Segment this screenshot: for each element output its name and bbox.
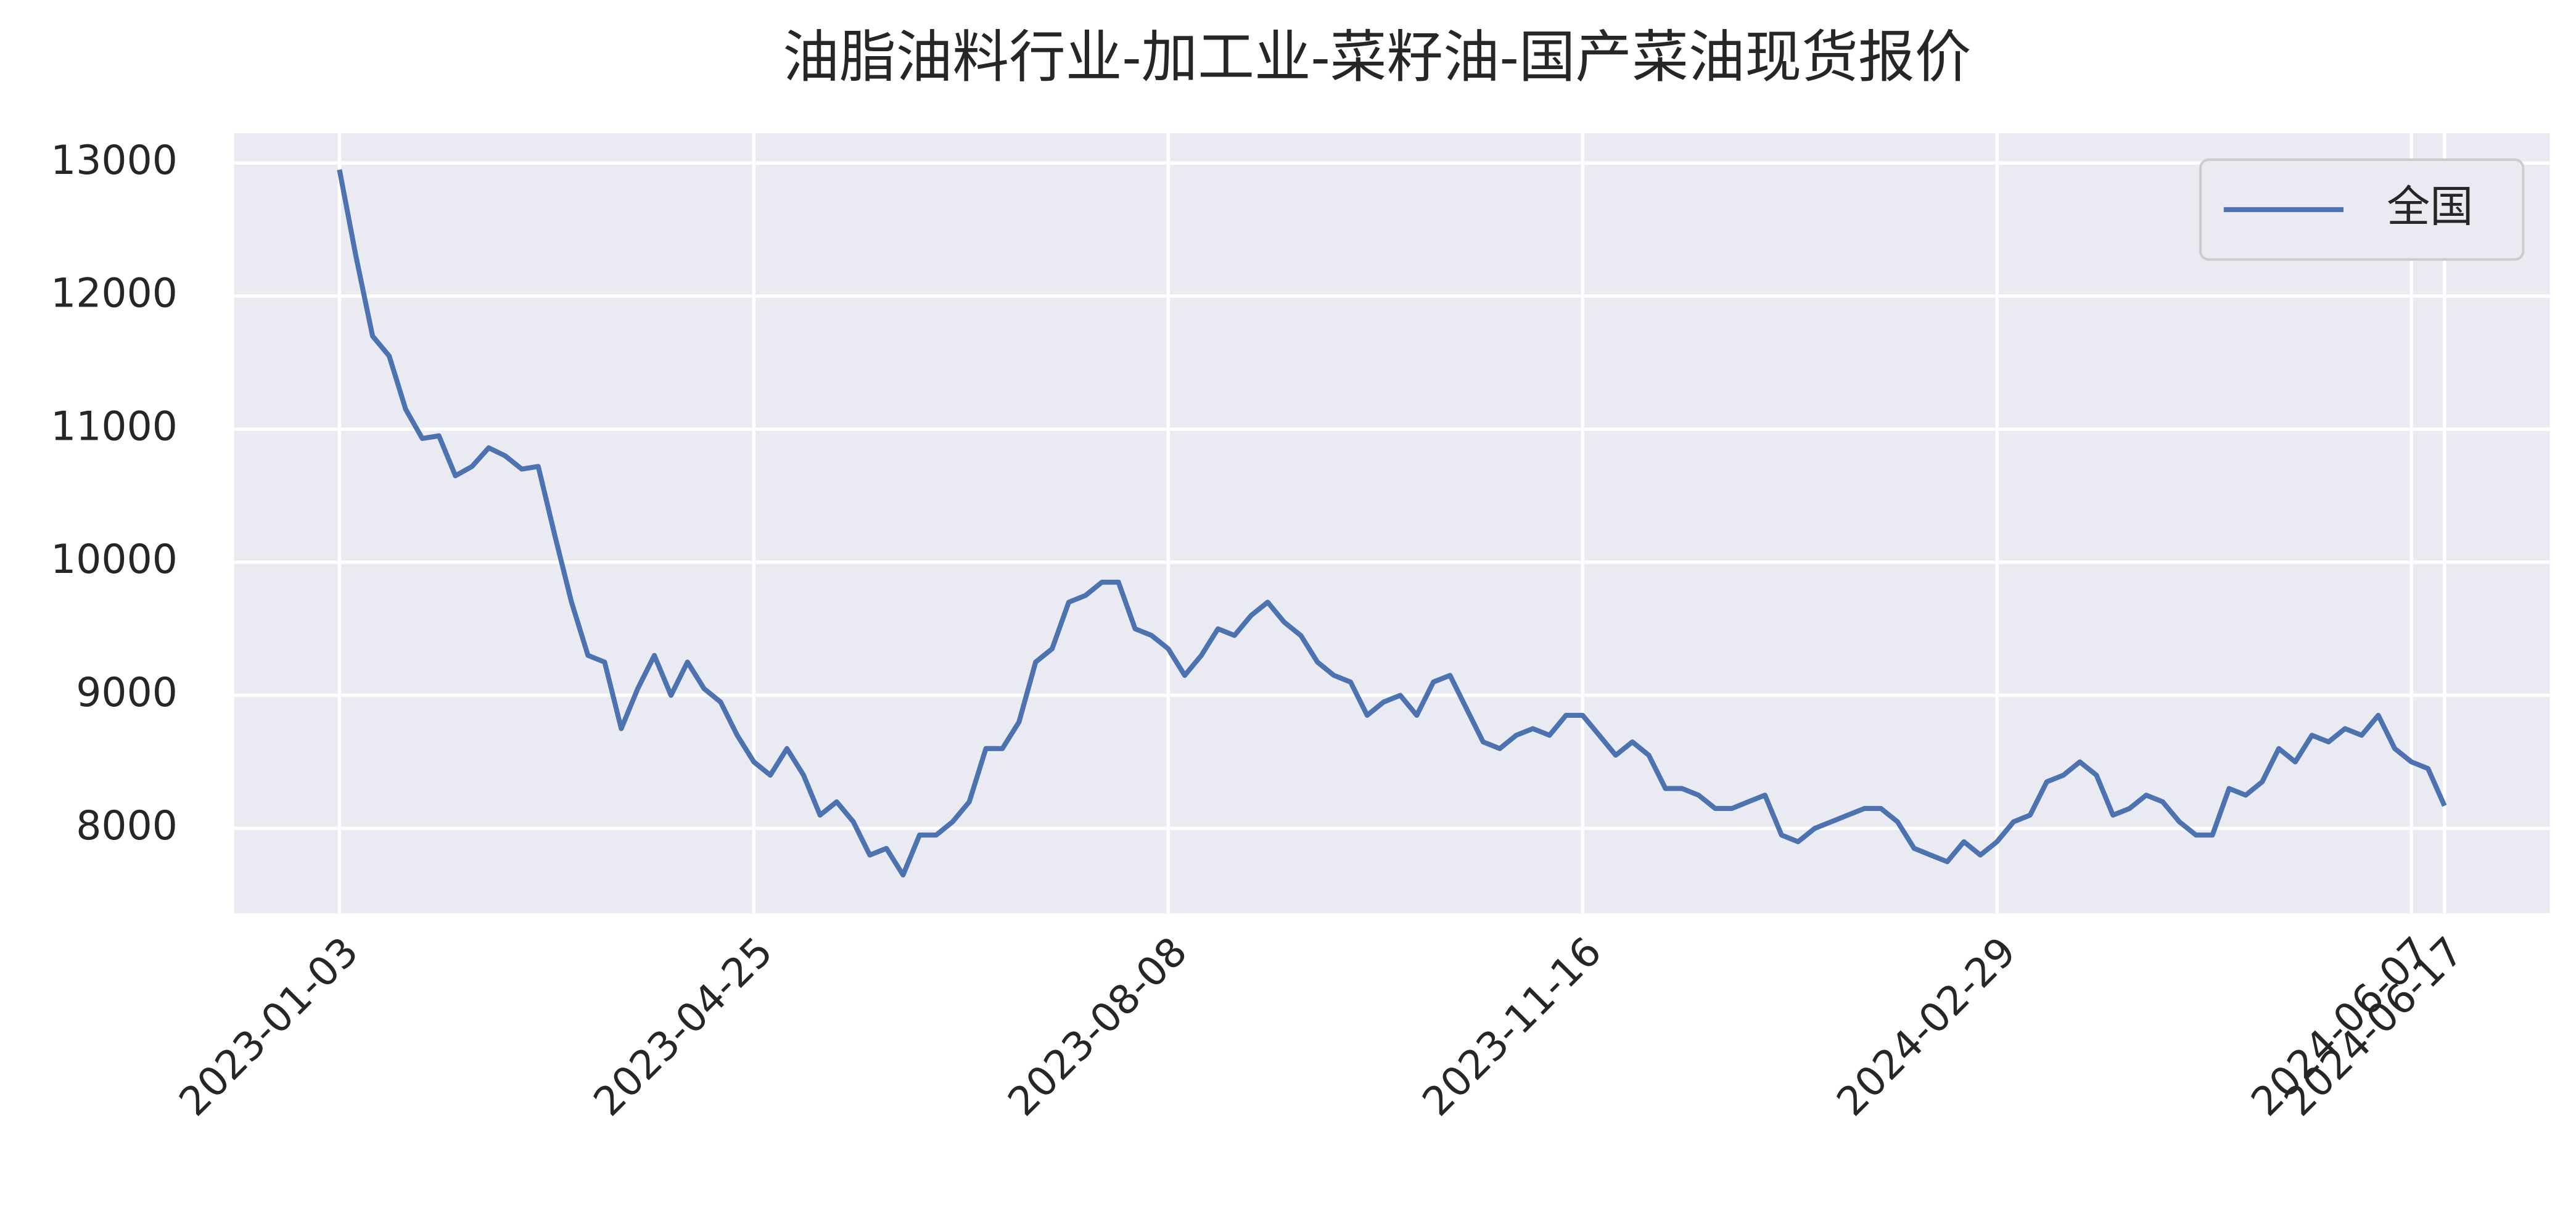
x-tick-label: 2023-11-16 <box>1414 929 1611 1125</box>
y-tick-label: 10000 <box>51 537 178 583</box>
x-tick-label: 2023-08-08 <box>1000 929 1196 1125</box>
x-tick-label: 2024-06-17 <box>2276 929 2472 1125</box>
legend-label: 全国 <box>2387 181 2473 232</box>
legend: 全国 <box>2199 158 2525 261</box>
y-tick-label: 9000 <box>76 670 178 716</box>
y-tick-label: 11000 <box>51 403 178 450</box>
chart-title: 油脂油料行业-加工业-菜籽油-国产菜油现货报价 <box>783 24 1971 90</box>
y-tick-label: 13000 <box>51 138 178 184</box>
y-tick-label: 12000 <box>51 271 178 317</box>
x-tick-label: 2023-04-25 <box>585 929 782 1125</box>
legend-box <box>2199 158 2525 261</box>
x-tick-label: 2024-02-29 <box>1828 929 2025 1125</box>
plot-area <box>234 133 2550 913</box>
line <box>337 169 2447 878</box>
y-tick-label: 8000 <box>76 803 178 849</box>
x-tick-label: 2023-01-03 <box>171 929 368 1125</box>
